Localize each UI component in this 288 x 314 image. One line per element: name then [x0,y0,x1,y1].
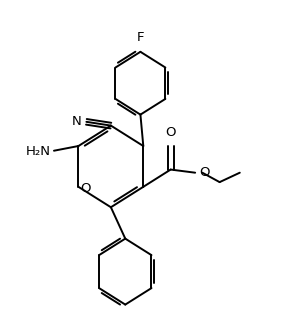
Text: F: F [137,31,144,44]
Text: O: O [80,182,91,195]
Text: H₂N: H₂N [26,145,51,158]
Text: O: O [199,165,209,179]
Text: O: O [165,126,176,139]
Text: N: N [71,115,81,128]
